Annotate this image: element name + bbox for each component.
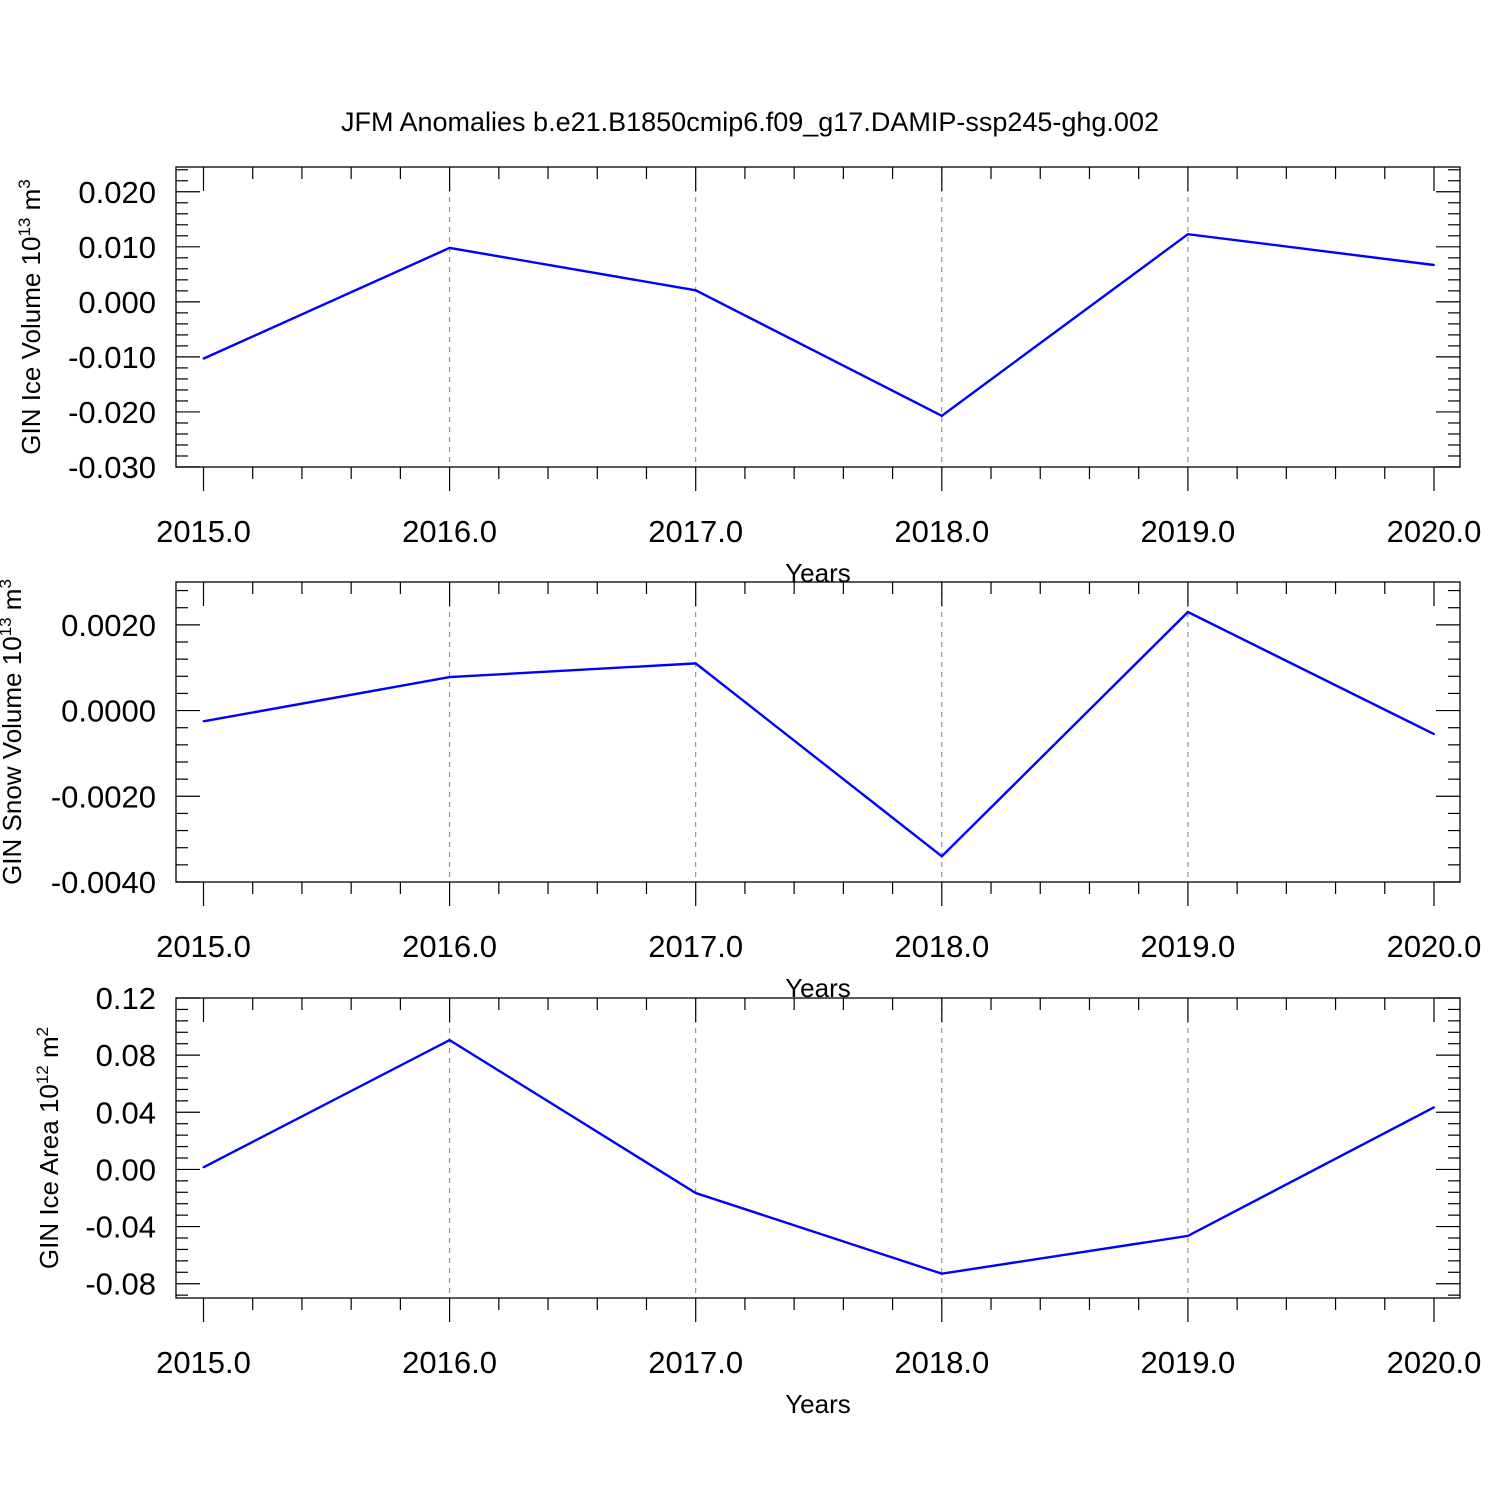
y-tick-label: -0.04 <box>85 1210 156 1245</box>
x-tick-label: 2016.0 <box>402 514 497 549</box>
y-tick-label: -0.0040 <box>51 865 156 900</box>
series-line <box>203 610 1435 858</box>
y-axis-label-part: m <box>16 189 46 218</box>
y-axis-label-superscript: 2 <box>33 1027 52 1036</box>
panel-ice-area: 2015.0 2016.0 2017.0 2018.0 2019.0 2020.0 Year… <box>33 981 1481 1419</box>
y-tick-label: 0.0000 <box>61 694 156 729</box>
y-axis-label-superscript: 13 <box>15 218 34 237</box>
data-point <box>1433 263 1435 266</box>
y-tick-label: 0.04 <box>96 1095 156 1130</box>
data-point <box>1186 1234 1189 1237</box>
data-point <box>448 1039 451 1042</box>
x-tick-label: 2020.0 <box>1387 929 1482 964</box>
y-axis-label-part: m <box>0 589 27 618</box>
y-axis-label-part: GIN Ice Volume 10 <box>16 237 46 455</box>
x-tick-label: 2016.0 <box>402 929 497 964</box>
y-tick-label: 0.000 <box>78 285 156 320</box>
x-tick-label: 2019.0 <box>1140 929 1235 964</box>
data-point <box>694 1192 697 1194</box>
plot-frame <box>175 166 1461 468</box>
series-line <box>202 1038 1435 1275</box>
x-axis-label: Years <box>785 558 851 588</box>
x-tick-label: 2016.0 <box>402 1345 497 1380</box>
data-point <box>202 1166 205 1169</box>
data-point <box>202 357 205 360</box>
y-tick-label: 0.020 <box>78 175 156 210</box>
plot-frame <box>175 581 1461 883</box>
plot-frame <box>175 997 1461 1299</box>
x-tick-label: 2015.0 <box>156 1345 251 1380</box>
data-point <box>940 855 943 858</box>
y-tick-label: -0.0020 <box>51 779 156 814</box>
series-line <box>203 232 1435 418</box>
x-tick-label: 2019.0 <box>1140 1345 1235 1380</box>
figure-title: JFM Anomalies b.e21.B1850cmip6.f09_g17.D… <box>341 107 1159 137</box>
y-tick-label: 0.12 <box>96 981 156 1016</box>
data-point <box>940 414 943 417</box>
y-axis-label-superscript: 3 <box>15 179 34 188</box>
data-point <box>694 662 697 665</box>
y-tick-label: 0.00 <box>96 1152 156 1187</box>
data-point <box>940 1272 943 1275</box>
y-axis-label-superscript: 3 <box>0 579 15 588</box>
data-point <box>1186 233 1189 236</box>
y-axis-label-superscript: 13 <box>0 617 15 636</box>
data-point <box>1186 611 1189 613</box>
y-axis-label-superscript: 12 <box>33 1065 52 1084</box>
x-tick-label: 2020.0 <box>1387 514 1482 549</box>
y-axis-label-part: m <box>34 1036 64 1065</box>
x-tick-label: 2015.0 <box>156 514 251 549</box>
y-axis-label: GIN Ice Area 1012 m2 <box>33 1027 64 1269</box>
x-tick-label: 2017.0 <box>648 929 743 964</box>
data-point <box>1433 733 1435 736</box>
y-tick-label: 0.08 <box>96 1038 156 1073</box>
data-point <box>1433 1106 1435 1109</box>
x-tick-label: 2018.0 <box>894 514 989 549</box>
data-point <box>448 676 451 679</box>
y-axis-label: GIN Ice Volume 1013 m3 <box>15 179 46 455</box>
y-tick-label: -0.020 <box>68 395 156 430</box>
x-tick-label: 2015.0 <box>156 929 251 964</box>
y-axis-label-part: GIN Ice Area 10 <box>34 1084 64 1269</box>
y-tick-label: 0.0020 <box>61 608 156 643</box>
data-point <box>694 289 697 292</box>
x-tick-label: 2020.0 <box>1387 1345 1482 1380</box>
x-tick-label: 2019.0 <box>1140 514 1235 549</box>
data-point <box>202 720 205 723</box>
x-tick-label: 2017.0 <box>648 514 743 549</box>
x-tick-label: 2018.0 <box>894 1345 989 1380</box>
y-axis-label-part: GIN Snow Volume 10 <box>0 636 27 885</box>
y-tick-label: 0.010 <box>78 230 156 265</box>
x-axis-label: Years <box>785 1389 851 1419</box>
y-tick-label: -0.010 <box>68 340 156 375</box>
panel-ice-volume: 2015.0 2016.0 2017.0 2018.0 2019.0 2020.0 Year… <box>15 166 1482 588</box>
y-axis-label: GIN Snow Volume 1013 m3 <box>0 579 27 885</box>
x-tick-label: 2017.0 <box>648 1345 743 1380</box>
panel-snow-volume: 2015.0 2016.0 2017.0 2018.0 2019.0 2020.0Year… <box>0 579 1481 1003</box>
y-tick-label: -0.030 <box>68 450 156 485</box>
data-point <box>448 246 451 249</box>
x-tick-label: 2018.0 <box>894 929 989 964</box>
y-tick-label: -0.08 <box>85 1267 156 1302</box>
